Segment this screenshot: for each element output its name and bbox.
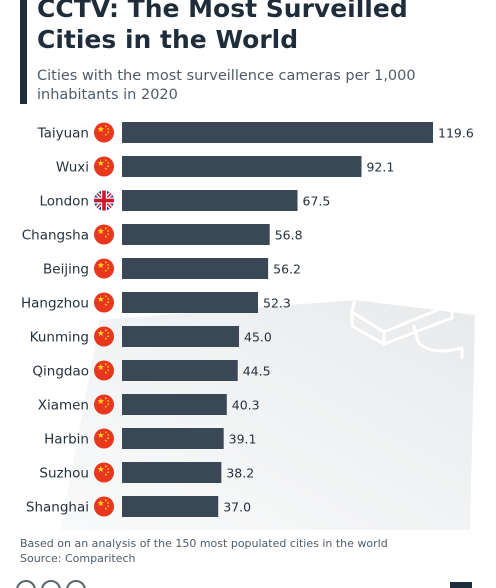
value-label-kunming: 45.0: [244, 330, 272, 345]
china-flag-icon: [94, 292, 114, 313]
value-label-suzhou: 38.2: [226, 466, 254, 481]
city-label-wuxi: Wuxi: [56, 160, 89, 176]
city-label-beijing: Beijing: [43, 262, 89, 278]
bar-changsha: [122, 224, 270, 245]
value-label-changsha: 56.8: [275, 228, 303, 243]
bar-london: [122, 190, 298, 211]
value-label-london: 67.5: [303, 194, 331, 209]
value-label-hangzhou: 52.3: [263, 296, 291, 311]
footer: [0, 574, 496, 588]
bar-shanghai: [122, 496, 219, 517]
bar-xiamen: [122, 394, 227, 415]
bar-taiyuan: [122, 122, 433, 143]
analysis-note: Based on an analysis of the 150 most pop…: [20, 537, 388, 550]
value-label-beijing: 56.2: [273, 262, 301, 277]
surveillance-camera-icon: [350, 262, 468, 360]
china-flag-icon: [94, 462, 114, 483]
bar-hangzhou: [122, 292, 258, 313]
creative-commons-icon: [16, 580, 36, 588]
china-flag-icon: [94, 394, 114, 415]
city-label-taiyuan: Taiyuan: [37, 126, 89, 142]
city-label-london: London: [40, 194, 90, 210]
no-derivatives-icon: [66, 580, 86, 588]
value-label-taiyuan: 119.6: [438, 126, 474, 141]
chart-footnote: Based on an analysis of the 150 most pop…: [20, 536, 490, 566]
uk-flag-icon: [94, 190, 114, 211]
bar-harbin: [122, 428, 224, 449]
bar-beijing: [122, 258, 269, 279]
bar-qingdao: [122, 360, 238, 381]
city-label-shanghai: Shanghai: [26, 500, 89, 516]
bar-suzhou: [122, 462, 222, 483]
value-label-wuxi: 92.1: [366, 160, 394, 175]
value-label-harbin: 39.1: [229, 432, 257, 447]
chart-title: CCTV: The Most Surveilled Cities in the …: [37, 0, 408, 54]
china-flag-icon: [94, 122, 114, 143]
value-label-qingdao: 44.5: [243, 364, 271, 379]
china-flag-icon: [94, 224, 114, 245]
title-accent-bar: [20, 0, 27, 104]
china-flag-icon: [94, 258, 114, 279]
city-label-qingdao: Qingdao: [32, 364, 89, 380]
bar-chart: Taiyuan 119.6 Wuxi 92.1 London 67.5 Changsha 56…: [21, 122, 474, 517]
city-label-hangzhou: Hangzhou: [21, 296, 89, 312]
china-flag-icon: [94, 428, 114, 449]
value-label-shanghai: 37.0: [223, 500, 251, 515]
china-flag-icon: [94, 496, 114, 517]
china-flag-icon: [94, 156, 114, 177]
license-icons: [16, 580, 86, 588]
value-label-xiamen: 40.3: [232, 398, 260, 413]
bar-wuxi: [122, 156, 362, 177]
city-label-changsha: Changsha: [22, 228, 89, 244]
china-flag-icon: [94, 326, 114, 347]
chart-subtitle: Cities with the most surveillence camera…: [37, 68, 416, 103]
city-label-xiamen: Xiamen: [38, 398, 89, 414]
city-label-kunming: Kunming: [30, 330, 89, 346]
city-label-suzhou: Suzhou: [39, 466, 89, 482]
bar-kunming: [122, 326, 240, 347]
attribution-icon: [41, 580, 61, 588]
china-flag-icon: [94, 360, 114, 381]
source-note: Source: Comparitech: [20, 552, 136, 565]
city-label-harbin: Harbin: [44, 432, 89, 448]
brand-logo-icon: [450, 582, 472, 588]
